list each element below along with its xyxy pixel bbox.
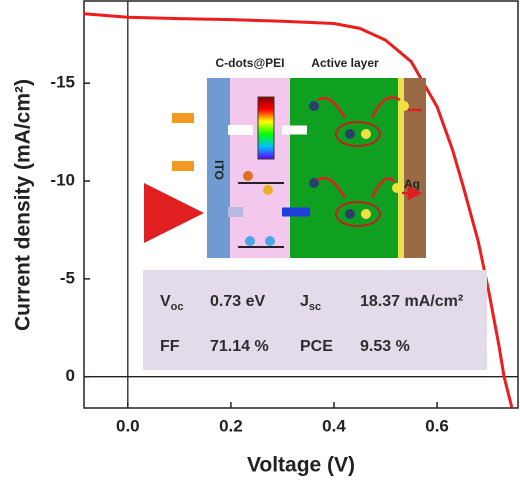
hole [361, 209, 371, 219]
parameter-value: 18.37 mA/cm² [360, 293, 463, 310]
energy-levels [238, 182, 284, 248]
parameter-symbol: FF [160, 338, 180, 355]
exciton [335, 121, 381, 147]
light-arrows [172, 113, 194, 213]
x-tick-label: 0.4 [322, 416, 346, 435]
electron [345, 209, 355, 219]
inset-diagram: C-dots@PEI Active layer ITO Ag [172, 56, 426, 258]
y-axis-label: Current density (mA/cm²) [12, 79, 35, 331]
jv-curve [83, 12, 514, 408]
parameter-value: 71.14 % [210, 338, 269, 355]
parameter-name: Jsc [300, 293, 321, 313]
parameter-symbol: PCE [300, 338, 333, 355]
y-tick-label: -10 [50, 171, 75, 190]
parameter-subscript: oc [171, 301, 184, 313]
inset-label: Ag [404, 177, 420, 191]
electron [243, 171, 253, 181]
hole [245, 236, 255, 246]
electron [345, 129, 355, 139]
y-tick-label: -5 [60, 268, 75, 287]
electron [309, 178, 319, 188]
exciton [335, 201, 381, 227]
ag-layer [404, 78, 426, 258]
y-tick-label: 0 [66, 366, 75, 385]
hole [392, 183, 402, 193]
x-tick-label: 0.6 [425, 416, 449, 435]
x-tick-label: 0.2 [219, 416, 243, 435]
electron [263, 185, 273, 195]
inset-label: Active layer [311, 56, 379, 70]
parameter-value: 9.53 % [360, 338, 410, 355]
x-axis-label: Voltage (V) [247, 454, 355, 477]
hole [265, 236, 275, 246]
active-layer [290, 78, 398, 258]
parameter-name: PCE [300, 338, 333, 355]
parameter-value: 0.73 eV [210, 293, 265, 310]
parameter-name: Voc [160, 293, 184, 313]
spectrum-bar [257, 96, 275, 160]
charge-arrows [317, 96, 422, 198]
x-tick-label: 0.0 [116, 416, 140, 435]
parameter-symbol: J [300, 293, 309, 310]
inset-label: ITO [212, 160, 226, 180]
parameter-name: FF [160, 338, 180, 355]
interlayer [398, 78, 404, 258]
y-tick-label: -15 [50, 73, 75, 92]
parameters: Voc 0.73 eV Jsc 18.37 mA/cm² FF 71.14 % PCE 9.5… [160, 293, 463, 355]
plot-frame [83, 0, 519, 409]
electron [309, 101, 319, 111]
hole [361, 129, 371, 139]
parameter-subscript: sc [309, 301, 321, 313]
plot-area: -15 -10 -5 0 0.0 0.2 0.4 0.6 Voltage (V) Current … [12, 0, 519, 477]
parameter-symbol: V [160, 293, 171, 310]
inset-label: C-dots@PEI [215, 56, 284, 70]
hole [399, 101, 409, 111]
parameter-box [143, 270, 487, 370]
